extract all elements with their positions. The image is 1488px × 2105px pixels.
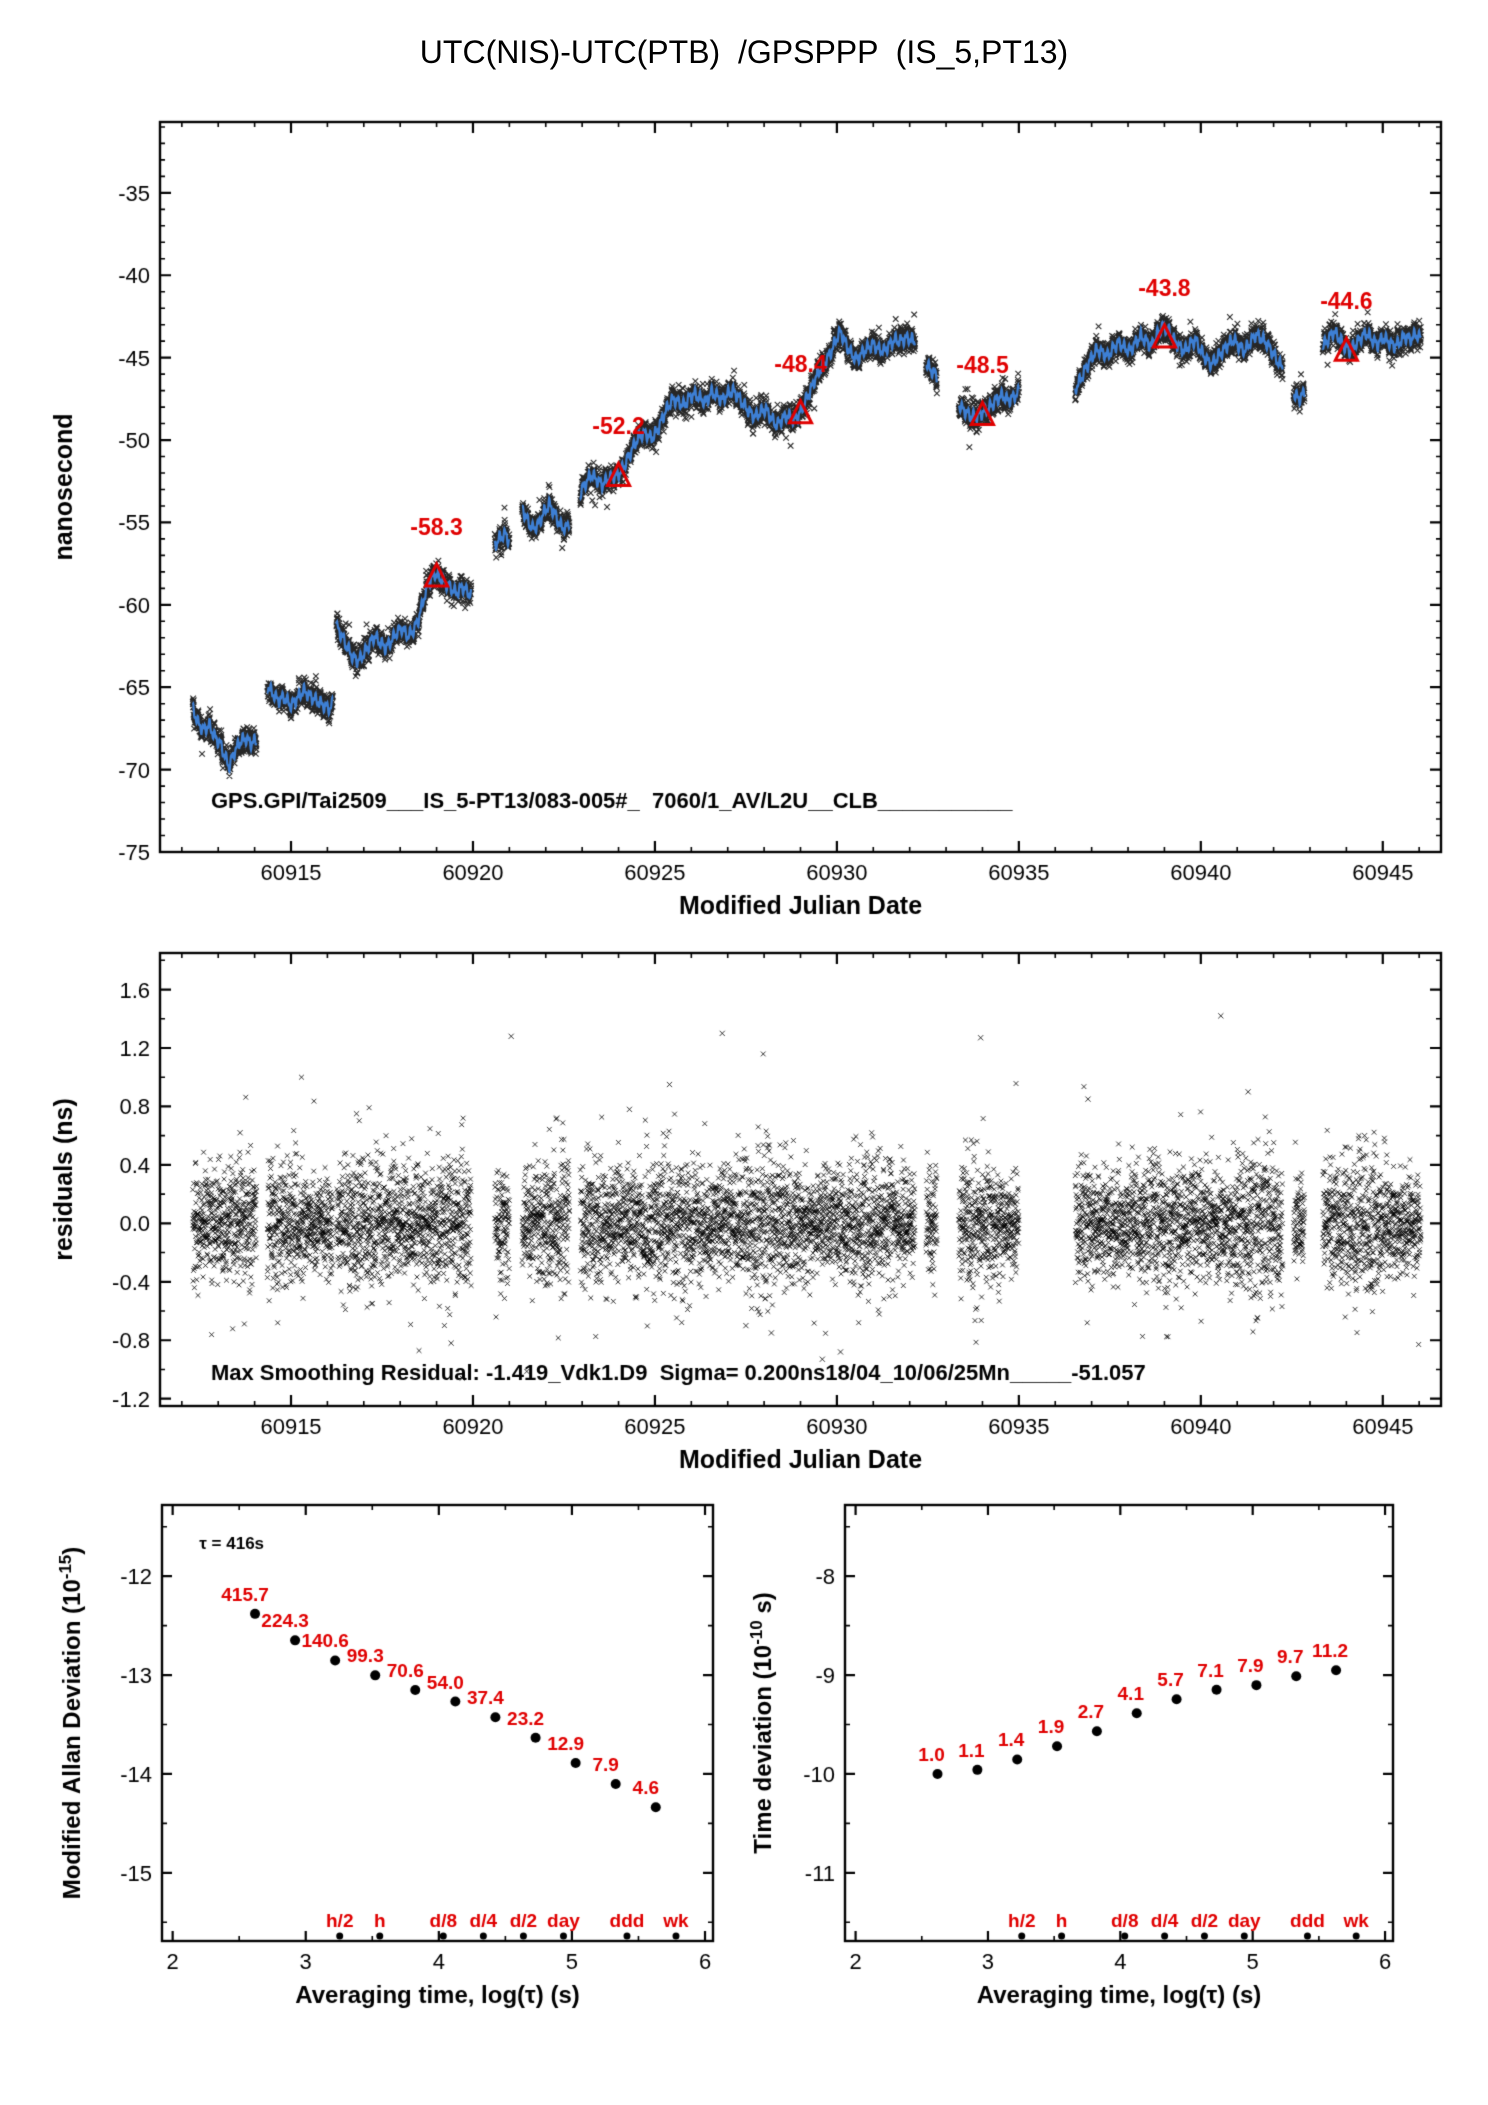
phase-chart-canvas <box>0 82 1488 940</box>
residuals-chart-canvas <box>0 940 1488 1500</box>
mdev-chart-canvas <box>0 1500 744 2105</box>
tdev-chart-canvas <box>744 1500 1488 2105</box>
page-title: UTC(NIS)-UTC(PTB) /GPSPPP (IS_5,PT13) <box>419 34 1069 70</box>
